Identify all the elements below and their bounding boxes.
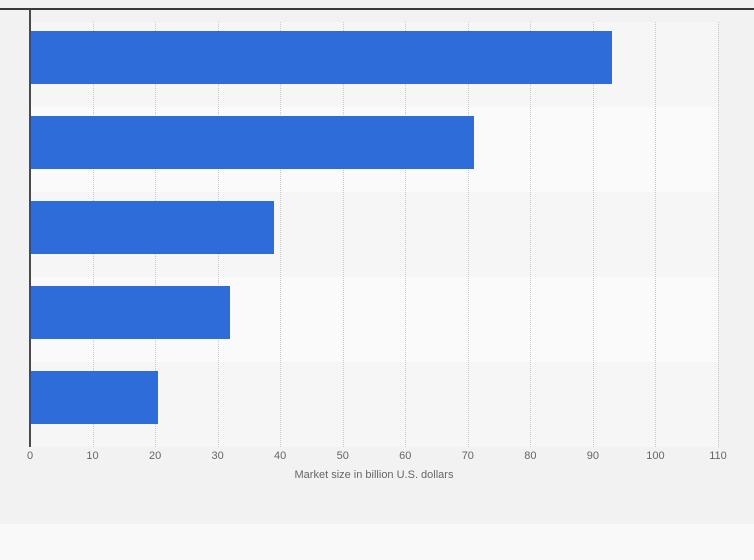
bar[interactable] <box>30 201 274 254</box>
x-tick-label: 110 <box>709 450 727 462</box>
x-tick-label: 50 <box>336 450 349 462</box>
y-axis-line <box>29 10 31 447</box>
bar-row <box>30 22 718 107</box>
x-axis-tick-labels: 0 10 20 30 40 50 60 70 80 90 100 110 <box>26 450 727 464</box>
x-tick-label: 80 <box>524 450 537 462</box>
x-tick-label: 70 <box>461 450 474 462</box>
gridline <box>530 22 532 447</box>
bar[interactable] <box>30 31 612 84</box>
bar-row <box>30 107 718 192</box>
x-tick-label: 30 <box>211 450 224 462</box>
bar-row <box>30 362 718 447</box>
x-tick-label: 0 <box>26 450 34 462</box>
bar[interactable] <box>30 116 475 169</box>
gridline <box>467 22 469 447</box>
bar[interactable] <box>30 371 159 424</box>
x-tick-label: 100 <box>646 450 665 462</box>
gridline <box>405 22 407 447</box>
bar-row <box>30 192 718 277</box>
x-tick-label: 90 <box>586 450 600 462</box>
x-axis-title: Market size in billion U.S. dollars <box>294 469 454 481</box>
x-tick-label: 10 <box>86 450 99 462</box>
gridline <box>342 22 344 447</box>
bar-row <box>30 277 718 362</box>
x-tick-label: 20 <box>148 450 162 462</box>
gridline <box>592 22 594 447</box>
gridline <box>655 22 657 447</box>
top-border <box>0 8 754 10</box>
x-tick-label: 60 <box>399 450 412 462</box>
footer-strip <box>0 524 754 560</box>
gridline <box>280 22 282 447</box>
gridline <box>718 22 719 447</box>
x-tick-label: 40 <box>274 450 287 462</box>
bar[interactable] <box>30 286 231 339</box>
plot-area <box>30 22 719 447</box>
